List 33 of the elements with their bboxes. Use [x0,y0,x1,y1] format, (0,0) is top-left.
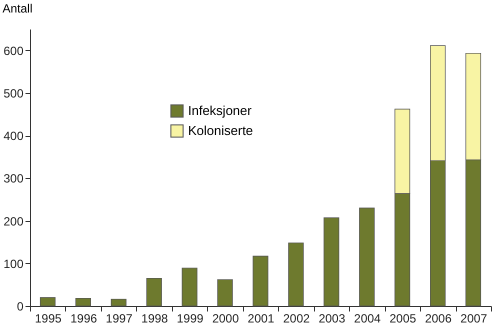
x-tick-label: 1998 [141,312,168,326]
legend-label: Infeksjoner [188,103,252,118]
y-tick-label: 400 [3,129,24,144]
bar [324,217,340,306]
x-tick-label: 2005 [389,312,417,326]
x-tick-label: 2007 [460,312,488,326]
y-axis-title: Antall [2,2,33,16]
x-tick-label: 2002 [283,312,310,326]
x-tick-label: 1995 [34,312,62,326]
bar [146,278,162,306]
bar [217,279,233,306]
x-tick-label: 2006 [424,312,452,326]
y-tick-label: 0 [16,300,24,314]
bar [40,297,56,306]
bar [110,298,126,306]
x-tick-label: 1999 [176,312,204,326]
y-tick-label: 600 [3,44,24,58]
bar [182,268,198,306]
x-tick-label: 2000 [212,312,240,326]
y-tick-label: 500 [3,86,24,100]
y-tick-label: 200 [3,214,24,228]
bar [252,256,268,306]
y-tick-label: 100 [3,256,24,271]
bar [288,242,304,306]
legend-label: Koloniserte [188,123,254,138]
x-tick-label: 1996 [70,312,98,326]
x-tick-label: 2004 [354,312,382,326]
bar [75,298,91,306]
x-tick-label: 1997 [106,312,133,326]
bar [359,208,375,306]
y-tick-label: 300 [3,172,24,186]
x-tick-label: 2001 [248,312,275,326]
x-tick-label: 2003 [318,312,346,326]
